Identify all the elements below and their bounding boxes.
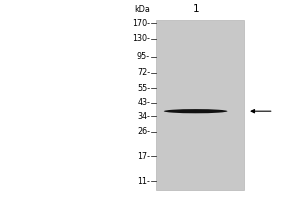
- Text: 1: 1: [192, 4, 199, 14]
- Text: 11-: 11-: [137, 177, 150, 186]
- Text: 43-: 43-: [137, 98, 150, 107]
- Text: kDa: kDa: [134, 5, 150, 14]
- Text: 170-: 170-: [132, 19, 150, 28]
- Bar: [156, 20, 244, 190]
- Ellipse shape: [164, 109, 227, 113]
- Text: 55-: 55-: [137, 84, 150, 93]
- Text: 17-: 17-: [137, 152, 150, 161]
- Text: 34-: 34-: [137, 112, 150, 121]
- Text: 95-: 95-: [137, 52, 150, 61]
- Text: 26-: 26-: [137, 127, 150, 136]
- Text: 72-: 72-: [137, 68, 150, 77]
- Text: 130-: 130-: [132, 34, 150, 43]
